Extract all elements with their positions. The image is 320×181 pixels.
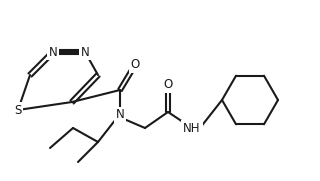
Text: S: S: [14, 104, 22, 117]
Text: N: N: [116, 108, 124, 121]
Text: O: O: [130, 58, 140, 71]
Text: NH: NH: [183, 121, 201, 134]
Text: O: O: [164, 79, 172, 92]
Text: N: N: [49, 45, 57, 58]
Text: N: N: [81, 45, 89, 58]
